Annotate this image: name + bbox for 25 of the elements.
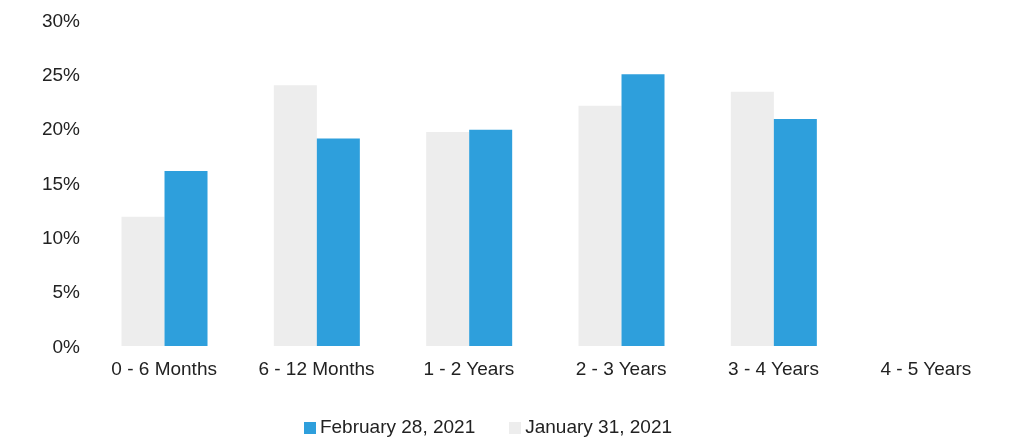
bar	[578, 105, 622, 346]
bar	[121, 216, 165, 346]
bar	[621, 74, 665, 346]
bar	[426, 131, 470, 346]
y-tick-label: 5%	[52, 281, 81, 303]
x-tick-label: 6 - 12 Months	[258, 358, 375, 380]
bar	[164, 171, 208, 346]
legend-label: February 28, 2021	[319, 416, 476, 437]
y-tick-label: 20%	[41, 118, 81, 140]
legend-label: January 31, 2021	[525, 416, 673, 437]
y-tick-label: 0%	[52, 335, 81, 357]
x-tick-label: 1 - 2 Years	[423, 358, 515, 380]
x-tick-label: 2 - 3 Years	[575, 358, 667, 380]
x-tick-label: 3 - 4 Years	[728, 358, 819, 380]
x-tick-label: 0 - 6 Months	[111, 358, 217, 380]
bar	[273, 85, 317, 346]
y-tick-label: 15%	[41, 172, 81, 194]
y-tick-label: 10%	[41, 227, 81, 249]
bar	[316, 138, 360, 346]
bar	[773, 118, 817, 346]
bar	[730, 91, 774, 346]
bar	[469, 129, 513, 346]
x-tick-label: 4 - 5 Years	[880, 358, 972, 380]
y-tick-label: 30%	[41, 9, 81, 31]
y-tick-label: 25%	[41, 64, 81, 86]
